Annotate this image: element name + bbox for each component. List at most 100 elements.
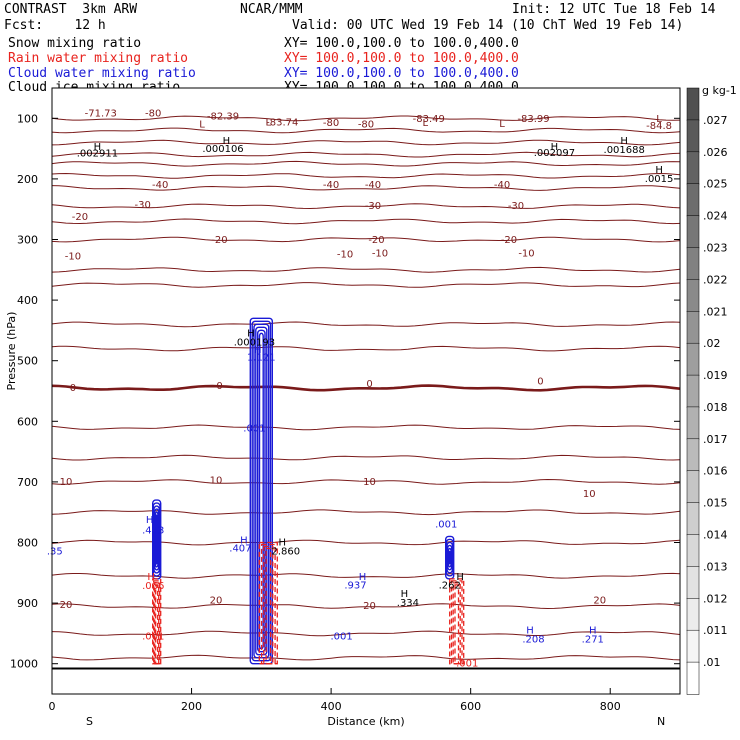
temperature-contour <box>51 185 681 191</box>
colorbar-swatch <box>686 661 700 695</box>
temperature-contour <box>51 127 681 134</box>
extremum-marker: H <box>94 142 102 153</box>
cloud-water-contour <box>155 514 158 565</box>
contour-label: 20 <box>210 596 223 607</box>
colorbar-swatch <box>686 215 700 249</box>
y-tick-label: 1000 <box>10 658 38 671</box>
plot-frame <box>51 87 681 695</box>
valid-time: Valid: 00 UTC Wed 19 Feb 14 (10 ChT Wed … <box>292 18 684 33</box>
y-tick-label: 600 <box>17 415 38 428</box>
field-snow-xy: XY= 100.0,100.0 to 100.0,400.0 <box>284 36 519 51</box>
temperature-contour <box>51 282 681 288</box>
colorbar-label: .026 <box>703 146 728 159</box>
contour-label: 0 <box>366 379 372 390</box>
colorbar-label: .025 <box>703 178 728 191</box>
colorbar-label: .014 <box>703 529 728 542</box>
temperature-contour <box>51 115 681 122</box>
colorbar-label: .012 <box>703 592 728 605</box>
colorbar-label: .016 <box>703 465 728 478</box>
y-tick-label: 200 <box>17 173 38 186</box>
south-label: S <box>86 715 93 728</box>
x-tick-label: 800 <box>600 700 621 713</box>
colorbar-label: .021 <box>703 305 728 318</box>
contour-label: 0 <box>70 383 76 394</box>
extremum-marker: L <box>499 119 505 130</box>
field-cloud-water-xy: XY= 100.0,100.0 to 100.0,400.0 <box>284 66 519 81</box>
contour-label: .208 <box>522 635 544 646</box>
temperature-contour <box>51 384 681 392</box>
x-axis-label: Distance (km) <box>327 715 404 728</box>
temperature-contour <box>51 321 681 328</box>
colorbar-label: .013 <box>703 560 728 573</box>
contour-label: 10 <box>210 476 223 487</box>
colorbar-label: .023 <box>703 242 728 255</box>
y-tick-label: 500 <box>17 355 38 368</box>
temperature-contour <box>51 603 681 610</box>
temperature-contour <box>51 509 681 516</box>
colorbar-swatch <box>686 311 700 344</box>
colorbar-swatch <box>686 374 700 408</box>
extremum-marker: H <box>551 142 559 153</box>
contour-label: .473 <box>142 525 164 536</box>
cloud-water-contour <box>448 550 452 565</box>
contour-label: -10 <box>518 249 534 260</box>
colorbar-label: .022 <box>703 273 728 286</box>
rain-water-contour <box>155 584 159 665</box>
contour-label: .937 <box>344 581 366 592</box>
init-time: Init: 12 UTC Tue 18 Feb 14 <box>512 2 716 17</box>
contour-label: .0015 <box>645 174 674 185</box>
temperature-contour <box>51 218 681 225</box>
contour-label: -83.74 <box>266 118 298 129</box>
temperature-contour <box>51 203 681 210</box>
colorbar-swatch <box>686 502 700 536</box>
left-title: CONTRAST 3km ARW <box>4 2 138 17</box>
contour-label: .001 <box>142 632 164 643</box>
x-tick-label: 600 <box>460 700 481 713</box>
colorbar-swatch <box>686 566 700 600</box>
y-axis-label: Pressure (hPa) <box>5 312 18 391</box>
colorbar-swatch <box>686 151 700 185</box>
extremum-marker: H <box>526 625 534 636</box>
contour-label: -80 <box>323 118 339 129</box>
contour-label: .000193 <box>234 338 275 349</box>
extremum-marker: L <box>423 118 429 129</box>
temperature-contour <box>51 266 681 273</box>
colorbar-swatch <box>686 629 700 663</box>
x-tick-label: 400 <box>321 700 342 713</box>
contour-label: -40 <box>152 180 168 191</box>
x-tick-label: 200 <box>181 700 202 713</box>
extremum-marker: H <box>620 136 628 147</box>
contour-label: .001 <box>243 424 265 435</box>
contour-label: -80 <box>145 109 161 120</box>
colorbar-label: .024 <box>703 210 728 223</box>
y-tick-label: 900 <box>17 597 38 610</box>
extremum-marker: L <box>266 118 272 129</box>
contour-label: .001 <box>330 632 352 643</box>
contour-label: 1.121 <box>247 353 276 364</box>
center-title: NCAR/MMM <box>240 2 303 17</box>
extremum-marker: H <box>147 572 155 583</box>
contour-label: 10 <box>363 477 376 488</box>
colorbar-swatch <box>686 470 700 504</box>
contour-label: 10 <box>60 477 73 488</box>
temperature-contour <box>51 139 681 146</box>
colorbar-label: .019 <box>703 369 728 382</box>
colorbar-unit: g kg-1 <box>702 84 737 97</box>
field-snow-name: Snow mixing ratio <box>8 36 142 51</box>
contour-label: .001 <box>435 519 457 530</box>
extremum-marker: H <box>254 345 262 356</box>
extremum-marker: L <box>199 119 205 130</box>
contour-label: .002911 <box>77 149 118 160</box>
contour-label: 20 <box>60 600 73 611</box>
colorbar-swatch <box>686 438 700 472</box>
contour-label: .334 <box>397 598 419 609</box>
contour-label: -10 <box>337 250 353 261</box>
contour-label: .271 <box>582 635 604 646</box>
extremum-marker: H <box>401 589 409 600</box>
x-tick-label: 0 <box>49 700 56 713</box>
y-tick-label: 100 <box>17 112 38 125</box>
temperature-contour <box>51 478 681 485</box>
contour-label: .001688 <box>604 145 645 156</box>
cloud-water-contour <box>257 329 266 653</box>
